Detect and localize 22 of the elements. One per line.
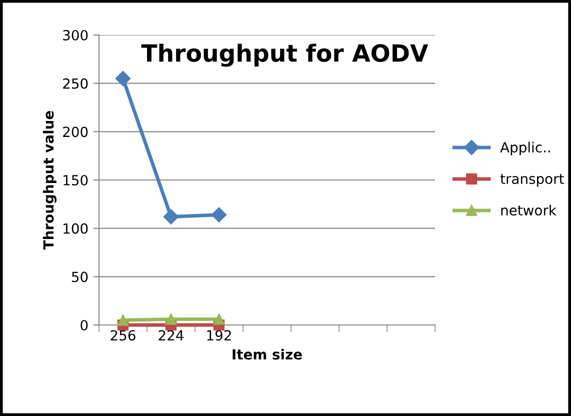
- point: [211, 207, 227, 222]
- x-tick-label: 192: [207, 330, 231, 341]
- y-tick-label: 0: [80, 320, 88, 330]
- legend-label: transport: [500, 174, 564, 187]
- point: [115, 70, 131, 86]
- y-tick-label: 100: [64, 223, 88, 234]
- x-tick-label: 256: [110, 330, 136, 341]
- legend-label: network: [501, 204, 556, 216]
- x-axis-title: Item size: [232, 348, 302, 360]
- legend-label: Applic..: [500, 142, 550, 156]
- y-tick-label: 200: [63, 126, 88, 138]
- x-tick-label: 224: [158, 330, 184, 340]
- y-tick-label: 50: [72, 272, 88, 282]
- point: [213, 314, 225, 325]
- y-tick-label: 300: [63, 30, 88, 40]
- y-tick-label: 250: [63, 78, 88, 89]
- y-axis-title: Throughput value: [42, 111, 57, 250]
- point: [117, 314, 129, 326]
- chart-title: Throughput for AODV: [141, 44, 428, 67]
- point: [163, 209, 179, 224]
- point: [165, 314, 177, 325]
- y-tick-label: 150: [64, 174, 88, 186]
